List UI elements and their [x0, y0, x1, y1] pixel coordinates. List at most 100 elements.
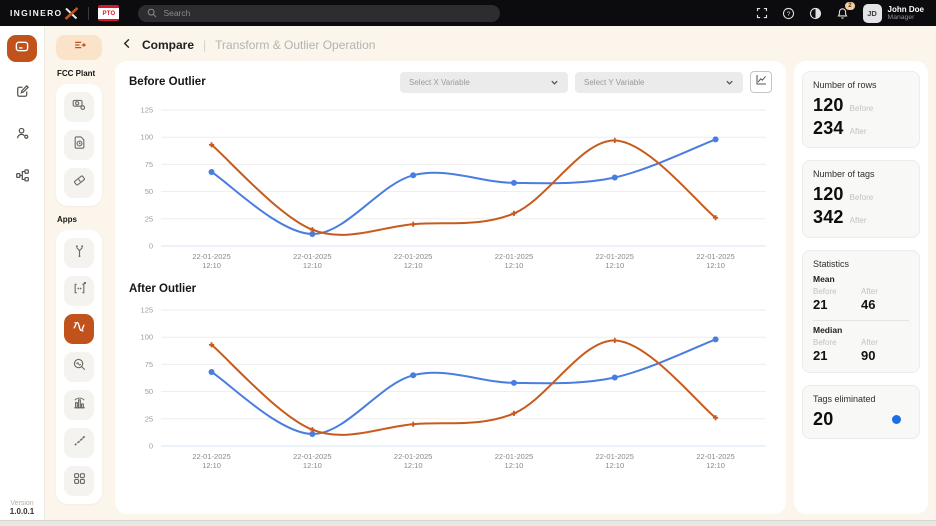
mean-after-label: After — [861, 286, 878, 296]
secondary-sidebar: FCC Plant Apps — [45, 26, 111, 526]
breadcrumb-primary[interactable]: Compare — [142, 38, 195, 52]
fcc-tool-camera[interactable] — [64, 92, 94, 122]
histogram-icon — [72, 395, 87, 415]
tags-after-label: After — [849, 216, 867, 226]
mean-label: Mean — [813, 273, 835, 284]
search-analytics-icon — [72, 357, 87, 377]
global-search[interactable] — [138, 4, 501, 22]
camera-settings-icon — [71, 97, 87, 117]
transform-wave-icon — [71, 319, 87, 339]
app-histogram[interactable] — [64, 390, 94, 420]
file-clock-icon — [72, 135, 87, 155]
svg-text:22-01-2025: 22-01-2025 — [293, 252, 331, 261]
svg-text:125: 125 — [141, 106, 154, 115]
median-after-value: 90 — [861, 347, 876, 363]
median-after-label: After — [861, 337, 878, 347]
brand-logo[interactable]: INGINERO — [10, 6, 79, 20]
branch-icon — [72, 243, 87, 263]
svg-text:22-01-2025: 22-01-2025 — [495, 252, 533, 261]
before-outlier-chart[interactable]: 025507510012522-01-202512:1022-01-202512… — [129, 98, 772, 276]
rows-before-value: 120 — [813, 95, 844, 115]
sidebar-item-sitemap[interactable] — [15, 168, 30, 188]
fcc-plant-card — [56, 84, 102, 206]
app-transform-active[interactable] — [64, 314, 94, 344]
bell-icon — [836, 7, 849, 20]
breadcrumb-secondary: Transform & Outlier Operation — [215, 38, 376, 52]
select-y-variable[interactable]: Select Y Variable — [575, 71, 743, 93]
fcc-tool-tags[interactable] — [64, 168, 94, 198]
sidebar-item-users[interactable] — [15, 126, 30, 146]
notification-count-badge: 2 — [845, 1, 855, 11]
tags-after-value: 342 — [813, 207, 844, 228]
svg-text:50: 50 — [145, 387, 153, 396]
app-branch[interactable] — [64, 238, 94, 268]
statistics-divider — [813, 319, 909, 321]
svg-text:25: 25 — [145, 414, 153, 423]
svg-text:22-01-2025: 22-01-2025 — [696, 452, 734, 461]
primary-sidebar: Version 1.0.0.1 — [0, 26, 45, 526]
search-icon — [147, 8, 157, 18]
number-of-tags-card: Number of tags 120 Before 342 After — [802, 160, 920, 238]
notifications-button[interactable]: 2 — [836, 1, 855, 20]
svg-text:12:10: 12:10 — [505, 461, 524, 470]
fcc-tool-file-history[interactable] — [64, 130, 94, 160]
after-outlier-chart[interactable]: 025507510012522-01-202512:1022-01-202512… — [129, 298, 772, 476]
fullscreen-icon[interactable] — [756, 7, 768, 19]
back-button[interactable] — [122, 36, 133, 54]
select-y-placeholder: Select Y Variable — [584, 77, 645, 87]
number-of-rows-card: Number of rows 120 Before 234 After — [802, 71, 920, 149]
svg-text:22-01-2025: 22-01-2025 — [596, 452, 634, 461]
x-brush-logo-icon — [64, 6, 79, 20]
avatar: JD — [862, 3, 882, 23]
trend-icon — [72, 433, 87, 453]
mean-before-value: 21 — [813, 296, 828, 312]
info-dot-icon[interactable] — [892, 414, 901, 424]
svg-text:12:10: 12:10 — [404, 261, 423, 270]
svg-text:12:10: 12:10 — [605, 261, 624, 270]
chevron-down-icon — [725, 78, 734, 87]
app-version: Version 1.0.0.1 — [10, 500, 34, 516]
user-settings-icon — [15, 126, 30, 146]
contrast-icon[interactable] — [809, 7, 822, 20]
summary-panel: Number of rows 120 Before 234 After Numb… — [794, 61, 928, 514]
select-x-variable[interactable]: Select X Variable — [400, 71, 568, 93]
card-title: Number of tags — [813, 169, 875, 180]
chart-type-button[interactable] — [750, 71, 772, 93]
before-outlier-title: Before Outlier — [129, 76, 206, 88]
app-grid[interactable] — [64, 466, 94, 496]
svg-text:12:10: 12:10 — [303, 461, 322, 470]
search-input[interactable] — [163, 8, 492, 18]
app-search-analytics[interactable] — [64, 352, 94, 382]
rows-after-value: 234 — [813, 117, 844, 138]
sidebar-item-dashboard[interactable] — [7, 35, 37, 62]
top-navbar: INGINERO PTO ? — [0, 0, 936, 26]
svg-text:12:10: 12:10 — [202, 461, 221, 470]
svg-text:22-01-2025: 22-01-2025 — [293, 452, 331, 461]
video-panel-icon — [14, 39, 30, 59]
mean-after-value: 46 — [861, 296, 876, 312]
svg-text:22-01-2025: 22-01-2025 — [192, 452, 230, 461]
help-icon[interactable]: ? — [782, 7, 795, 20]
svg-text:12:10: 12:10 — [404, 461, 423, 470]
tag-icon — [72, 173, 87, 193]
card-title: Statistics — [813, 258, 850, 269]
svg-text:0: 0 — [149, 442, 153, 451]
svg-text:100: 100 — [141, 333, 154, 342]
svg-text:0: 0 — [149, 242, 153, 251]
svg-text:125: 125 — [141, 306, 154, 315]
svg-text:75: 75 — [145, 360, 153, 369]
rows-after-label: After — [849, 126, 867, 136]
tags-eliminated-value: 20 — [813, 408, 834, 429]
svg-text:22-01-2025: 22-01-2025 — [696, 252, 734, 261]
edit-note-icon — [15, 84, 30, 104]
pto-logo[interactable]: PTO — [98, 5, 120, 21]
sidebar-item-edit[interactable] — [15, 84, 30, 104]
app-trend[interactable] — [64, 428, 94, 458]
navbar-divider — [88, 6, 90, 20]
matrix-icon — [72, 281, 87, 301]
sidebar-collapse-button[interactable] — [56, 35, 102, 60]
app-matrix[interactable] — [64, 276, 94, 306]
svg-text:12:10: 12:10 — [202, 261, 221, 270]
user-menu[interactable]: JD John Doe Manager — [862, 3, 924, 23]
